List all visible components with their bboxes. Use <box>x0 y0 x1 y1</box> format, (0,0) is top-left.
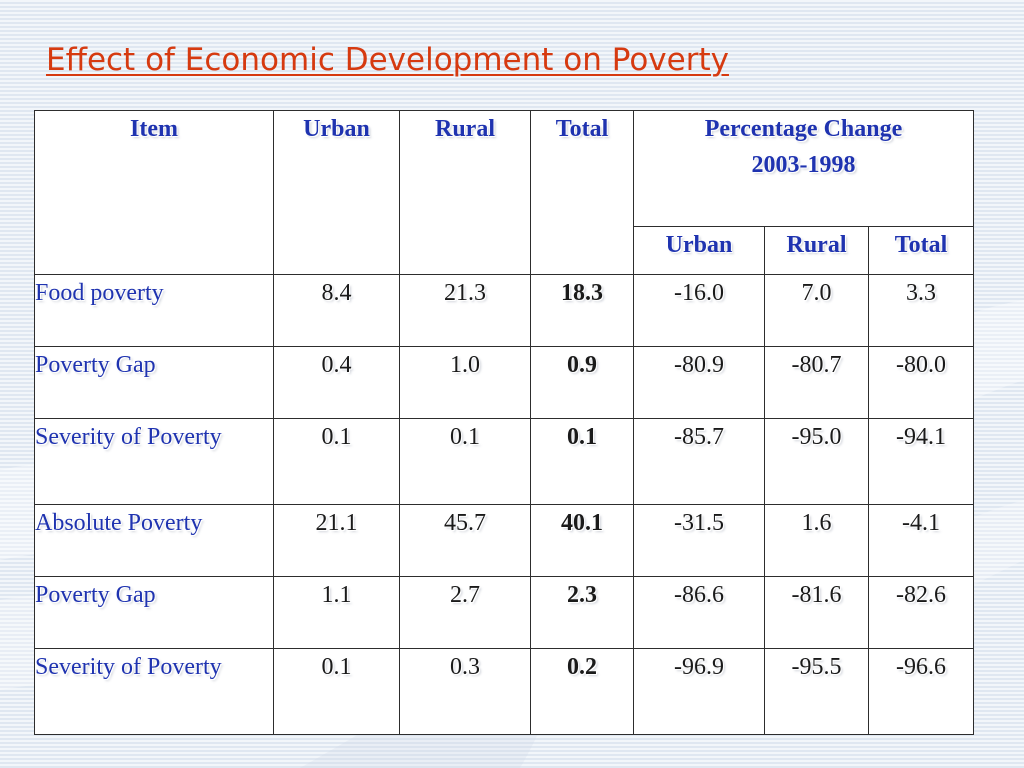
cell-pct-rural: 7.0 <box>764 274 869 347</box>
cell-rural: 1.0 <box>399 346 531 419</box>
cell-pct-urban: -31.5 <box>633 504 765 577</box>
row-label: Poverty Gap <box>34 346 274 419</box>
cell-pct-total: -4.1 <box>868 504 974 577</box>
poverty-data-table: Item Urban Rural Total Percentage Change… <box>34 110 974 735</box>
row-label-text: Severity of Poverty <box>35 654 222 680</box>
cell-pct-urban: -86.6 <box>633 576 765 649</box>
cell-rural: 45.7 <box>399 504 531 577</box>
cell-pct-rural: 1.6 <box>764 504 869 577</box>
cell-urban: 1.1 <box>273 576 400 649</box>
header-row: Item Urban Rural Total Percentage Change… <box>34 110 974 275</box>
cell-pct-urban: -80.9 <box>633 346 765 419</box>
cell-pct-rural: -80.7 <box>764 346 869 419</box>
cell-pct-total: -82.6 <box>868 576 974 649</box>
cell-pct-urban: -85.7 <box>633 418 765 505</box>
cell-pct-total: 3.3 <box>868 274 974 347</box>
header-percentage-change-line2: 2003-1998 <box>751 152 856 178</box>
cell-pct-rural: -95.5 <box>764 648 869 735</box>
cell-pct-urban: -16.0 <box>633 274 765 347</box>
table-row: Absolute Poverty 21.1 45.7 40.1 -31.5 1.6 -4.1 <box>34 504 974 577</box>
row-label-text: Absolute Poverty <box>35 510 203 536</box>
table-row: Poverty Gap 1.1 2.7 2.3 -86.6 -81.6 -82.6 <box>34 576 974 649</box>
slide-title: Effect of Economic Development on Povert… <box>46 42 729 78</box>
cell-urban: 0.4 <box>273 346 400 419</box>
header-rural: Rural <box>399 110 531 275</box>
cell-total: 0.2 <box>530 648 634 735</box>
row-label: Absolute Poverty <box>34 504 274 577</box>
header-item: Item <box>34 110 274 275</box>
row-label: Poverty Gap <box>34 576 274 649</box>
cell-rural: 0.1 <box>399 418 531 505</box>
cell-total: 40.1 <box>530 504 634 577</box>
subheader-pct-total: Total <box>868 226 974 275</box>
cell-pct-total: -96.6 <box>868 648 974 735</box>
row-label-text: Food poverty <box>35 280 164 306</box>
subheader-pct-urban: Urban <box>633 226 765 275</box>
row-label-text: Poverty Gap <box>35 582 156 608</box>
cell-pct-rural: -95.0 <box>764 418 869 505</box>
row-label: Severity of Poverty <box>34 418 274 505</box>
cell-rural: 0.3 <box>399 648 531 735</box>
row-label: Food poverty <box>34 274 274 347</box>
cell-pct-total: -80.0 <box>868 346 974 419</box>
cell-pct-urban: -96.9 <box>633 648 765 735</box>
header-percentage-change: Percentage Change 2003-1998 <box>633 110 974 227</box>
cell-total: 2.3 <box>530 576 634 649</box>
header-total: Total <box>530 110 634 275</box>
cell-total: 0.9 <box>530 346 634 419</box>
cell-pct-rural: -81.6 <box>764 576 869 649</box>
row-label-text: Severity of Poverty <box>35 424 222 450</box>
table-row: Severity of Poverty 0.1 0.3 0.2 -96.9 -95.5 -9… <box>34 648 974 735</box>
cell-rural: 21.3 <box>399 274 531 347</box>
cell-total: 18.3 <box>530 274 634 347</box>
table-row: Poverty Gap 0.4 1.0 0.9 -80.9 -80.7 -80.0 <box>34 346 974 419</box>
subheader-pct-rural: Rural <box>764 226 869 275</box>
cell-urban: 0.1 <box>273 648 400 735</box>
header-urban: Urban <box>273 110 400 275</box>
row-label: Severity of Poverty <box>34 648 274 735</box>
cell-urban: 8.4 <box>273 274 400 347</box>
cell-urban: 0.1 <box>273 418 400 505</box>
table-row: Food poverty 8.4 21.3 18.3 -16.0 7.0 3.3 <box>34 274 974 347</box>
table-row: Severity of Poverty 0.1 0.1 0.1 -85.7 -95.0 -9… <box>34 418 974 505</box>
cell-pct-total: -94.1 <box>868 418 974 505</box>
cell-rural: 2.7 <box>399 576 531 649</box>
cell-total: 0.1 <box>530 418 634 505</box>
cell-urban: 21.1 <box>273 504 400 577</box>
header-percentage-change-line1: Percentage Change <box>704 116 903 142</box>
row-label-text: Poverty Gap <box>35 352 156 378</box>
